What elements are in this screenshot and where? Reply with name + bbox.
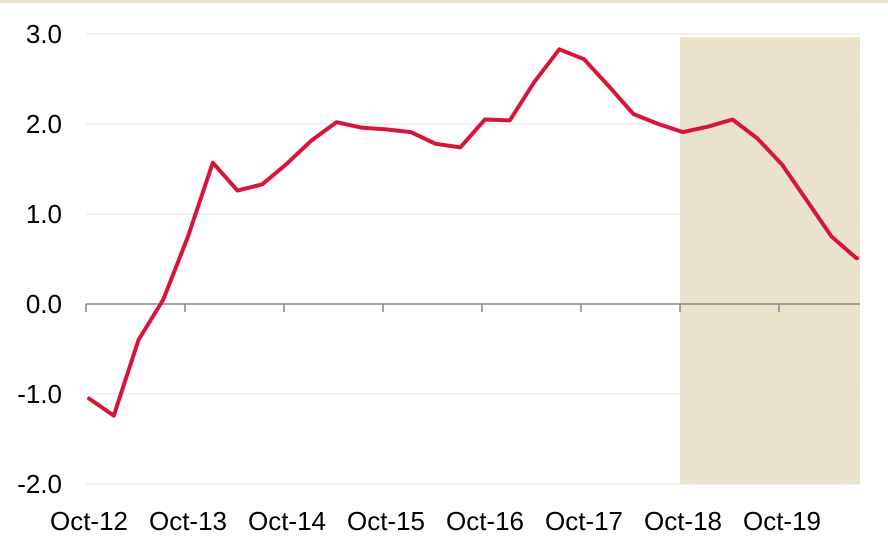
x-tick-label: Oct-14 — [248, 506, 326, 536]
forecast-shade-layer — [680, 37, 860, 484]
x-tick-label: Oct-13 — [149, 506, 227, 536]
gridlines — [86, 33, 860, 485]
series-line — [87, 47, 859, 418]
y-tick-label: 2.0 — [26, 109, 62, 139]
x-tick-label: Oct-19 — [743, 506, 821, 536]
x-tick-label: Oct-17 — [545, 506, 623, 536]
y-tick-label: -2.0 — [17, 469, 62, 499]
y-tick-label: -1.0 — [17, 379, 62, 409]
x-tick-labels: Oct-12 Oct-13 Oct-14 Oct-15 Oct-16 Oct-17 Oct-… — [50, 506, 821, 536]
top-band — [0, 0, 888, 3]
y-tick-label: 3.0 — [26, 19, 62, 49]
x-tick-label: Oct-18 — [644, 506, 722, 536]
x-tick-label: Oct-12 — [50, 506, 128, 536]
x-tick-label: Oct-16 — [446, 506, 524, 536]
y-tick-label: 1.0 — [26, 199, 62, 229]
series-layer — [87, 47, 859, 418]
x-tick-label: Oct-15 — [347, 506, 425, 536]
y-tick-labels: -2.0 -1.0 0.0 1.0 2.0 3.0 — [17, 19, 62, 499]
y-tick-label: 0.0 — [26, 289, 62, 319]
x-axis — [85, 303, 860, 312]
forecast-shade — [680, 37, 860, 484]
